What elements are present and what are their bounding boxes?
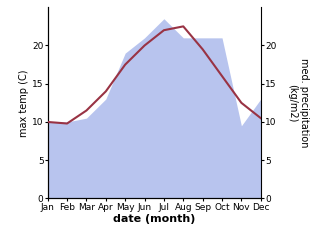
Y-axis label: med. precipitation
(kg/m2): med. precipitation (kg/m2) bbox=[287, 58, 309, 148]
Y-axis label: max temp (C): max temp (C) bbox=[19, 69, 29, 136]
X-axis label: date (month): date (month) bbox=[113, 214, 196, 224]
